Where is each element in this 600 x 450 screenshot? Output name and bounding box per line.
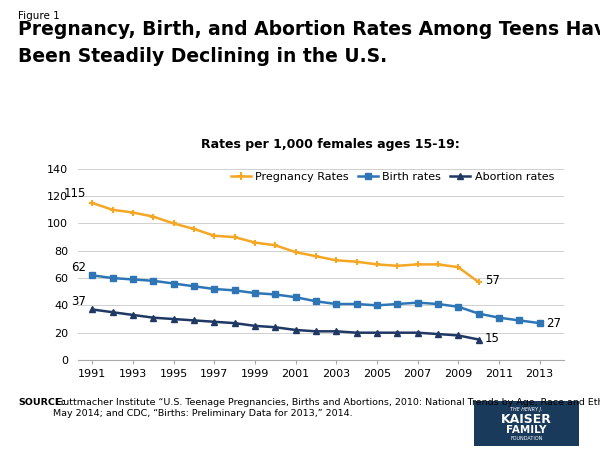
- Text: 37: 37: [71, 295, 86, 308]
- Text: 57: 57: [485, 274, 500, 287]
- Text: THE HENRY J.: THE HENRY J.: [510, 407, 543, 412]
- Text: KAISER: KAISER: [501, 414, 552, 426]
- Legend: Pregnancy Rates, Birth rates, Abortion rates: Pregnancy Rates, Birth rates, Abortion r…: [227, 167, 559, 186]
- Text: 27: 27: [545, 317, 560, 330]
- Text: Guttmacher Institute “U.S. Teenage Pregnancies, Births and Abortions, 2010: Nati: Guttmacher Institute “U.S. Teenage Pregn…: [53, 398, 600, 418]
- Text: Been Steadily Declining in the U.S.: Been Steadily Declining in the U.S.: [18, 47, 387, 66]
- Text: 15: 15: [485, 332, 500, 345]
- Text: 62: 62: [71, 261, 86, 274]
- Text: Figure 1: Figure 1: [18, 11, 60, 21]
- Text: FOUNDATION: FOUNDATION: [511, 436, 542, 441]
- Text: 115: 115: [64, 187, 86, 200]
- Text: Rates per 1,000 females ages 15-19:: Rates per 1,000 females ages 15-19:: [200, 138, 460, 151]
- Text: FAMILY: FAMILY: [506, 425, 547, 435]
- Text: Pregnancy, Birth, and Abortion Rates Among Teens Have: Pregnancy, Birth, and Abortion Rates Amo…: [18, 20, 600, 39]
- Text: SOURCE:: SOURCE:: [18, 398, 65, 407]
